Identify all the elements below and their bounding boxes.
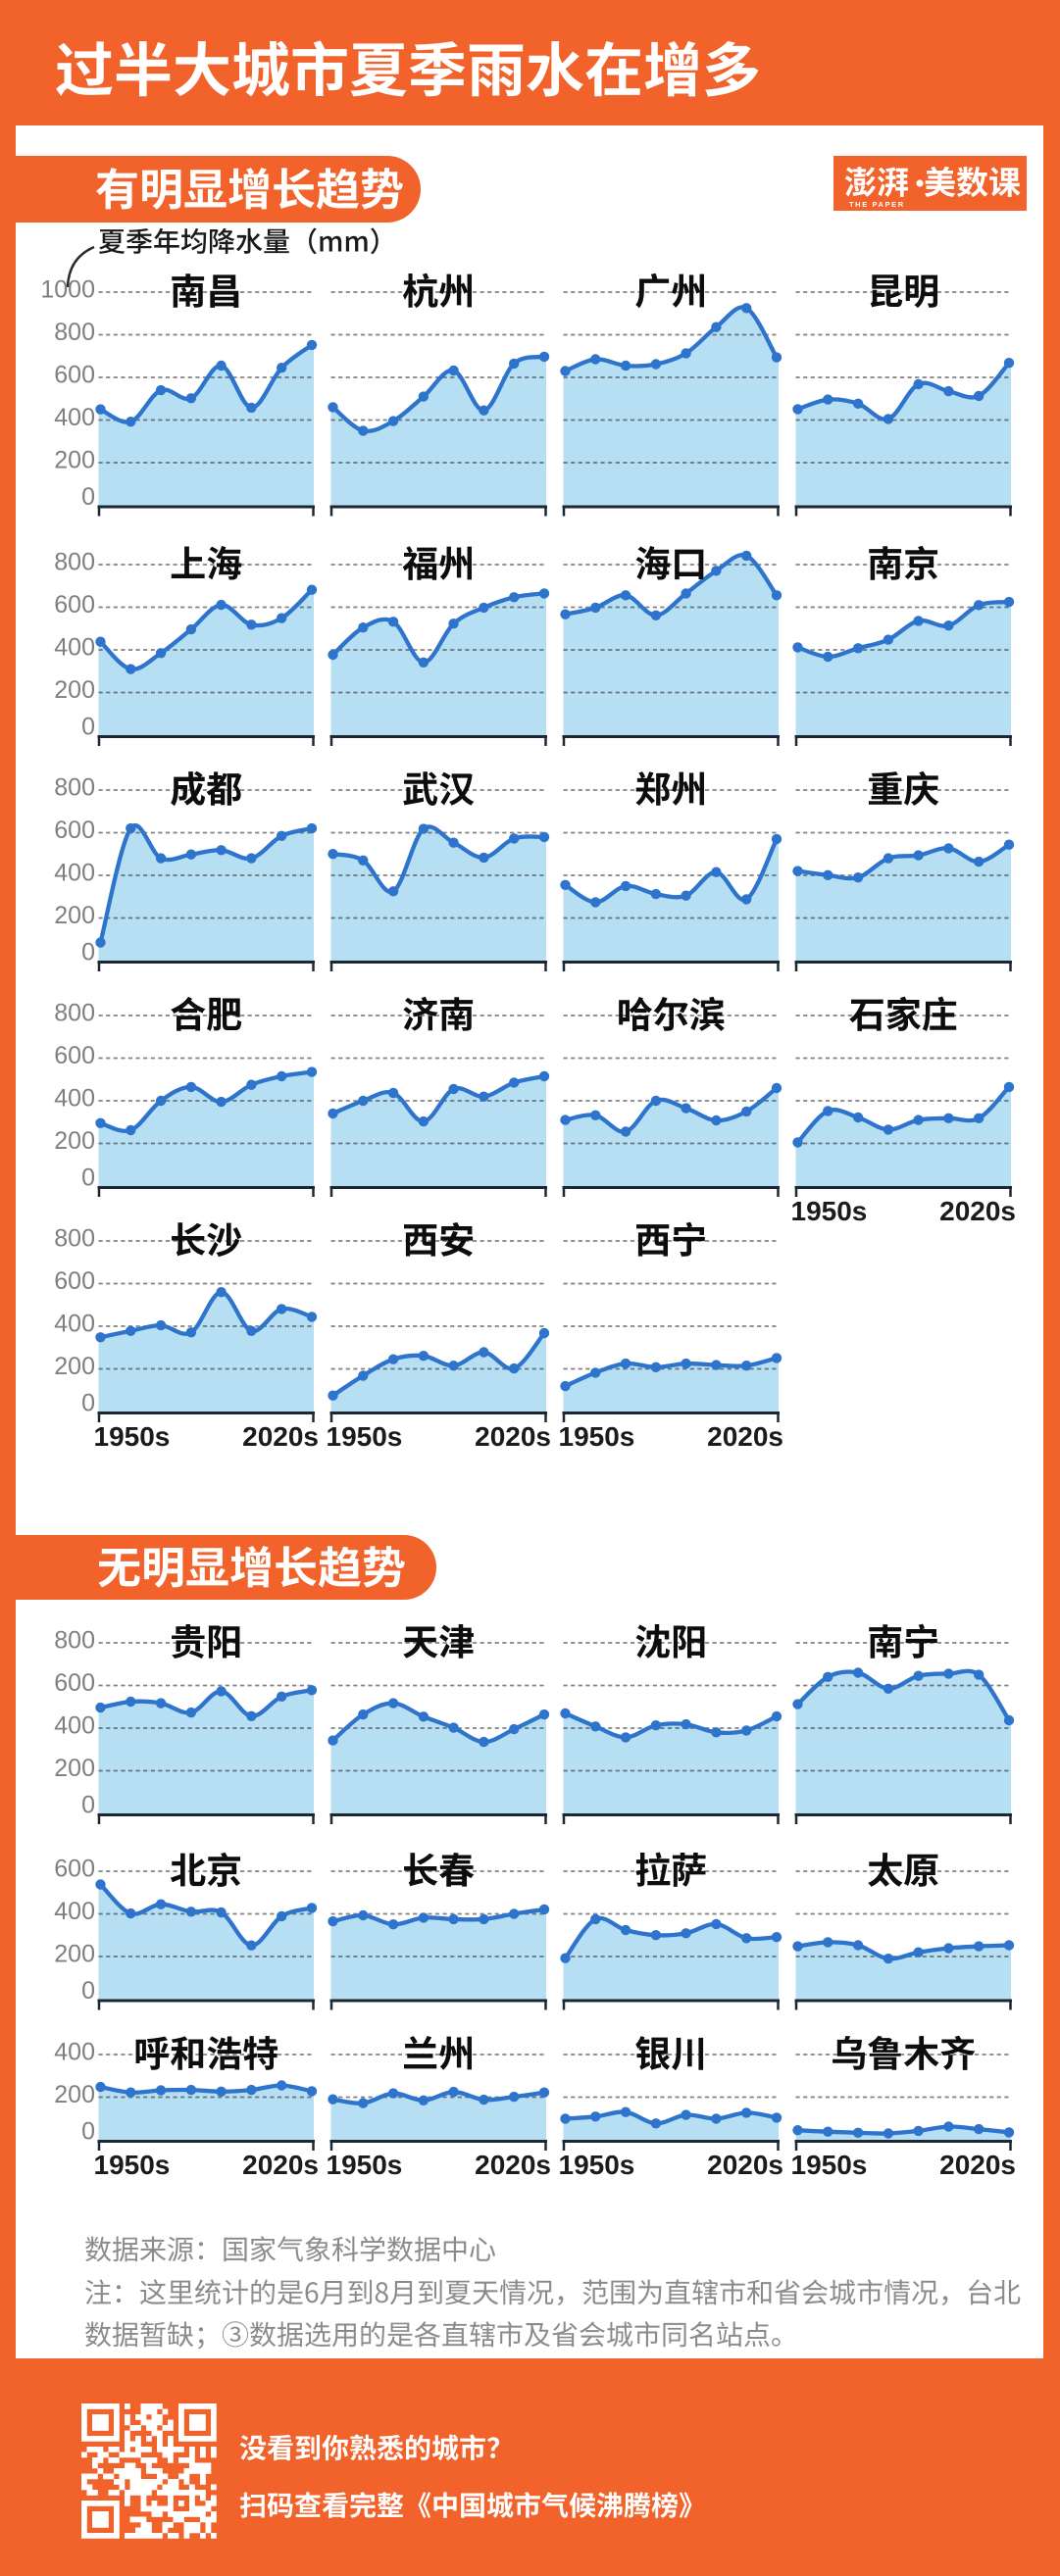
svg-text:800: 800	[54, 549, 95, 576]
svg-text:1000: 1000	[40, 276, 95, 304]
svg-text:0: 0	[81, 714, 95, 741]
svg-text:200: 200	[54, 2081, 95, 2108]
svg-text:200: 200	[54, 1941, 95, 1968]
svg-text:400: 400	[54, 1085, 95, 1113]
svg-text:THE PAPER: THE PAPER	[849, 200, 905, 209]
svg-text:1950s: 1950s	[94, 2150, 171, 2180]
svg-text:400: 400	[54, 860, 95, 887]
svg-text:200: 200	[54, 1353, 95, 1380]
svg-text:800: 800	[54, 1000, 95, 1027]
svg-text:400: 400	[54, 634, 95, 662]
svg-text:2020s: 2020s	[242, 2150, 319, 2180]
svg-text:200: 200	[54, 902, 95, 929]
svg-text:2020s: 2020s	[707, 2150, 783, 2180]
svg-text:1950s: 1950s	[327, 2150, 403, 2180]
svg-text:200: 200	[54, 676, 95, 704]
svg-text:1950s: 1950s	[94, 1421, 171, 1452]
svg-text:400: 400	[54, 1311, 95, 1338]
svg-text:1950s: 1950s	[791, 2150, 868, 2180]
svg-text:800: 800	[54, 774, 95, 802]
svg-text:800: 800	[54, 1627, 95, 1655]
svg-text:400: 400	[54, 2039, 95, 2066]
svg-text:0: 0	[81, 1390, 95, 1417]
svg-text:0: 0	[81, 1977, 95, 2005]
svg-text:2020s: 2020s	[242, 1421, 319, 1452]
svg-text:1950s: 1950s	[791, 1196, 868, 1226]
svg-text:2020s: 2020s	[707, 1421, 783, 1452]
svg-text:2020s: 2020s	[475, 1421, 551, 1452]
svg-text:0: 0	[81, 2118, 95, 2146]
svg-text:800: 800	[54, 319, 95, 346]
svg-text:0: 0	[81, 1164, 95, 1192]
svg-text:200: 200	[54, 1755, 95, 1782]
svg-text:400: 400	[54, 404, 95, 431]
svg-text:600: 600	[54, 362, 95, 389]
svg-text:400: 400	[54, 1712, 95, 1740]
svg-text:2020s: 2020s	[939, 2150, 1016, 2180]
svg-text:600: 600	[54, 1856, 95, 1883]
svg-text:600: 600	[54, 1669, 95, 1697]
svg-text:200: 200	[54, 1127, 95, 1155]
svg-text:1950s: 1950s	[559, 2150, 635, 2180]
svg-text:800: 800	[54, 1225, 95, 1253]
svg-text:1950s: 1950s	[327, 1421, 403, 1452]
svg-text:600: 600	[54, 591, 95, 619]
svg-text:200: 200	[54, 447, 95, 474]
svg-text:2020s: 2020s	[939, 1196, 1016, 1226]
svg-text:0: 0	[81, 939, 95, 966]
svg-text:600: 600	[54, 1042, 95, 1069]
svg-text:400: 400	[54, 1898, 95, 1925]
svg-text:1950s: 1950s	[559, 1421, 635, 1452]
svg-text:0: 0	[81, 483, 95, 511]
svg-text:600: 600	[54, 1267, 95, 1295]
svg-text:600: 600	[54, 817, 95, 844]
svg-text:2020s: 2020s	[475, 2150, 551, 2180]
svg-text:0: 0	[81, 1792, 95, 1819]
